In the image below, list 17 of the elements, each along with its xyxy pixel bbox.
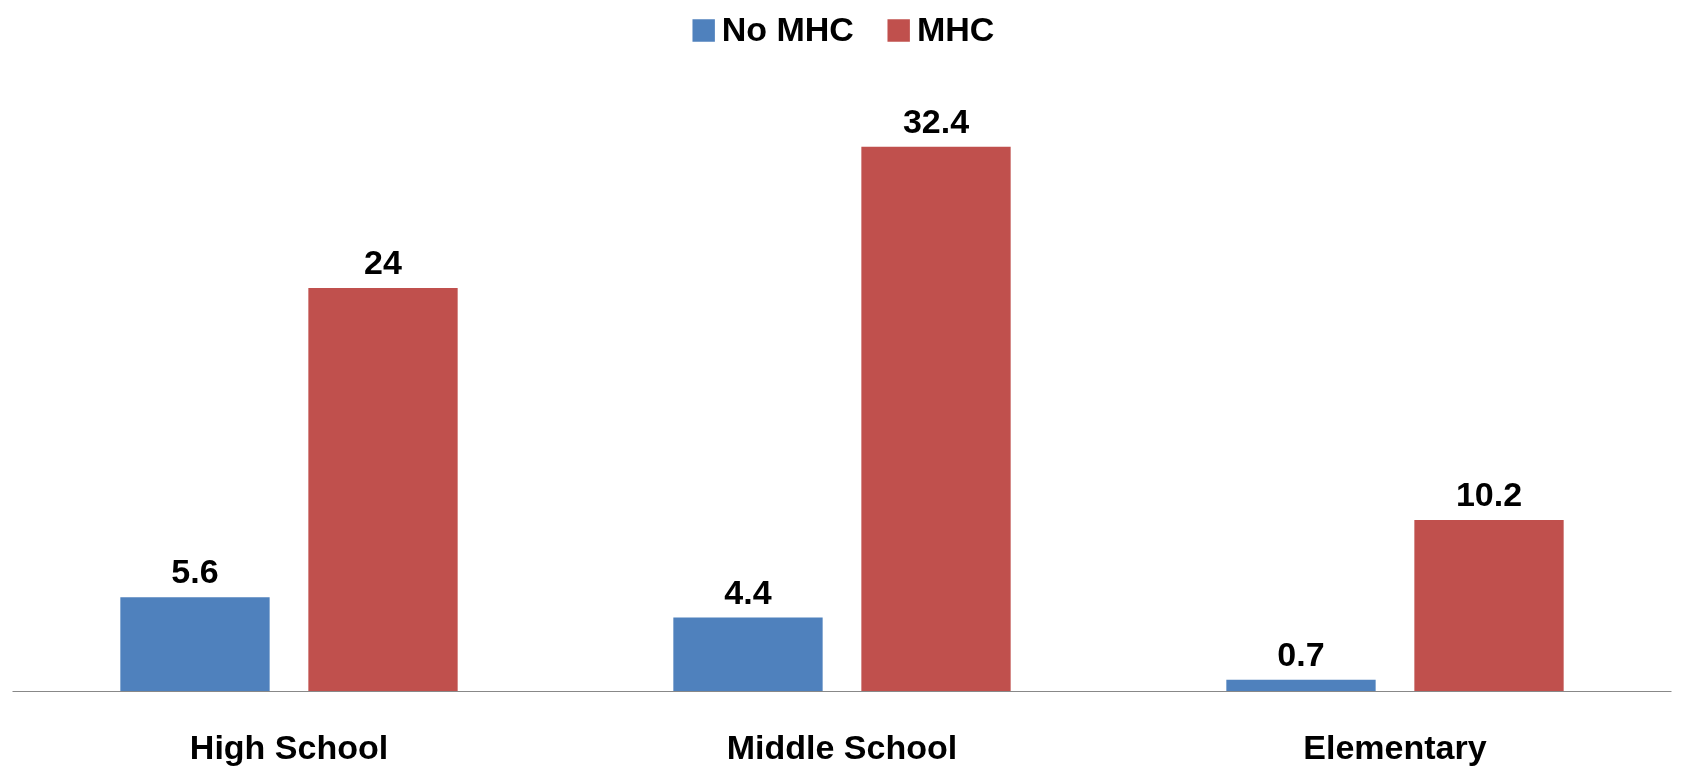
bar bbox=[120, 597, 270, 692]
x-tick-label: Elementary bbox=[1303, 727, 1487, 766]
bar bbox=[1226, 679, 1376, 692]
data-label: 4.4 bbox=[724, 572, 772, 611]
bar bbox=[1414, 519, 1564, 692]
data-label: 10.2 bbox=[1455, 474, 1523, 513]
data-label: 0.7 bbox=[1277, 634, 1325, 673]
bar bbox=[861, 146, 1011, 692]
x-tick-label: High School bbox=[189, 727, 389, 766]
data-label: 5.6 bbox=[171, 552, 219, 591]
bar bbox=[308, 287, 458, 692]
data-label: 32.4 bbox=[902, 101, 970, 140]
x-tick-label: Middle School bbox=[726, 727, 958, 766]
legend-label: No MHC bbox=[721, 10, 854, 49]
legend-label: MHC bbox=[916, 10, 995, 49]
data-label: 24 bbox=[364, 242, 403, 281]
bar bbox=[673, 617, 823, 692]
